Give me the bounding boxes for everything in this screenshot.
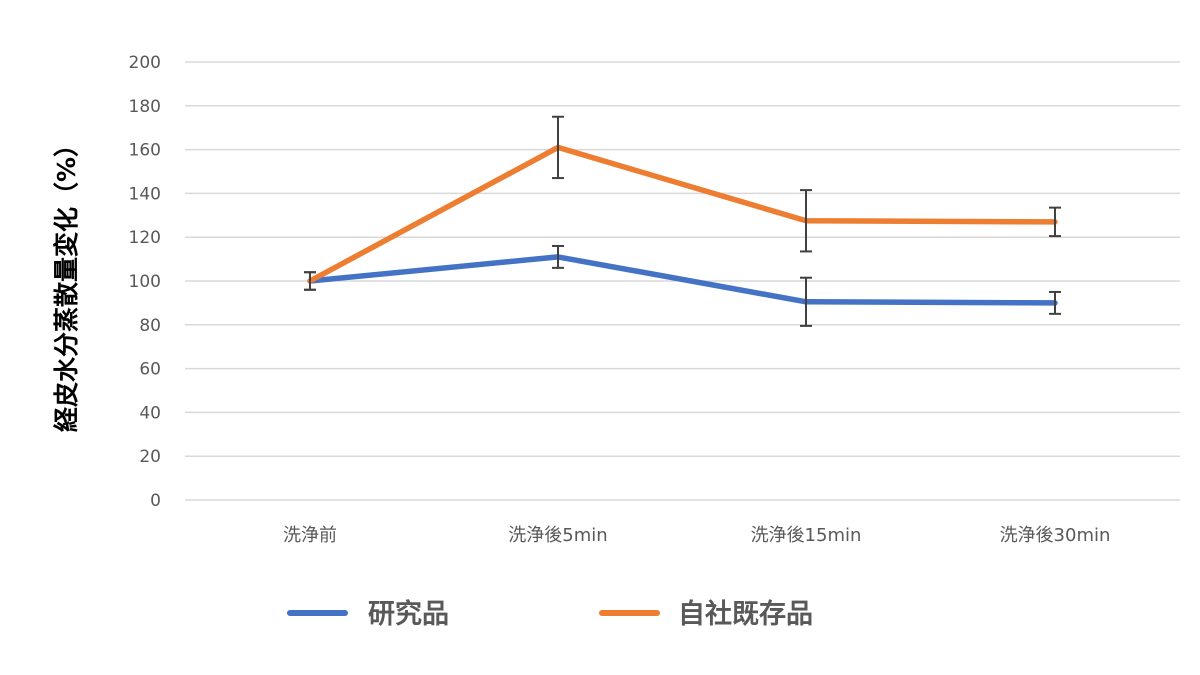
y-tick-label: 180 [129,97,161,117]
legend: 研究品 自社既存品 [287,598,813,630]
legend-item: 研究品 [287,598,449,630]
series [304,115,1061,327]
y-tick-label: 40 [139,403,161,423]
error-bar [1049,206,1061,238]
legend-item: 自社既存品 [599,598,813,630]
error-bar [800,189,812,253]
error-bar [1049,290,1061,315]
y-tick-label: 60 [139,360,161,380]
y-axis-ticks: 0 20 40 60 80 100 120 140 160 180 200 [129,53,161,511]
legend-label: 研究品 [368,598,449,630]
error-bar [304,271,316,291]
y-tick-label: 140 [129,184,161,204]
error-bar [552,115,564,180]
x-axis-ticks: 洗浄前 洗浄後5min 洗浄後15min 洗浄後30min [283,525,1110,546]
y-tick-label: 0 [150,491,161,511]
series-line [307,254,1058,306]
error-bar [800,276,812,327]
y-tick-label: 200 [129,53,161,73]
legend-label: 自社既存品 [678,598,813,630]
series-1 [304,244,1061,327]
y-axis-label: 経皮水分蒸散量変化（%） [52,132,81,432]
y-tick-label: 160 [129,141,161,161]
series-2 [304,115,1061,291]
x-tick-label: 洗浄後15min [751,525,862,546]
y-tick-label: 100 [129,272,161,292]
y-tick-label: 80 [139,316,161,336]
y-tick-label: 120 [129,228,161,248]
x-tick-label: 洗浄後30min [1000,525,1111,546]
x-tick-label: 洗浄後5min [508,525,607,546]
y-tick-label: 20 [139,447,161,467]
series-line [307,144,1058,284]
error-bar [552,244,564,269]
x-tick-label: 洗浄前 [283,525,337,546]
